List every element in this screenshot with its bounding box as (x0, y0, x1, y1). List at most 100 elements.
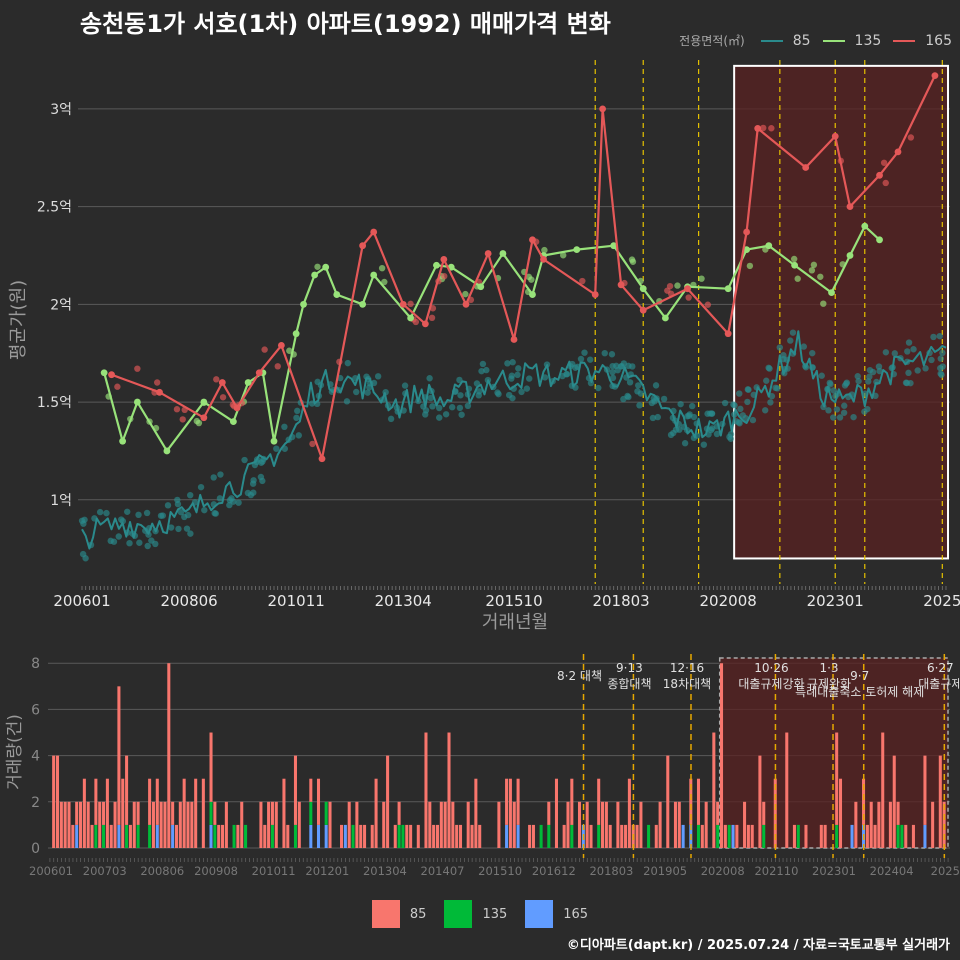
volume-bar-165 (117, 824, 121, 848)
transaction-point-165 (173, 406, 181, 413)
volume-bar-85 (773, 778, 777, 848)
volume-bar-135 (900, 824, 904, 848)
transaction-point-85 (634, 388, 641, 395)
volume-bar-165 (309, 824, 313, 848)
series-point-165 (399, 300, 407, 308)
top-x-tick-label: 202008 (700, 592, 757, 610)
transaction-point-85 (624, 392, 631, 400)
series-point-135 (433, 261, 440, 269)
series-point-135 (529, 291, 536, 298)
transaction-point-85 (458, 411, 465, 418)
transaction-point-85 (767, 399, 774, 406)
volume-bar-165 (923, 824, 927, 848)
transaction-point-165 (428, 314, 436, 322)
volume-bar-85 (174, 824, 179, 848)
volume-bar-85 (240, 801, 244, 848)
volume-bar-85 (151, 801, 155, 848)
volume-bar-85 (654, 824, 658, 848)
transaction-point-85 (939, 349, 946, 357)
transaction-point-85 (928, 356, 935, 364)
volume-bar-135 (547, 824, 551, 848)
series-point-165 (591, 291, 599, 298)
bottom-y-tick-label: 2 (31, 795, 40, 811)
volume-bar-85 (182, 778, 186, 848)
series-point-165 (894, 148, 902, 156)
transaction-point-135 (560, 252, 567, 259)
transaction-point-85 (295, 432, 302, 439)
transaction-point-165 (274, 363, 281, 370)
top-y-tick-label: 2.5억 (37, 200, 72, 216)
volume-bar-85 (439, 801, 443, 848)
volume-bar-85 (435, 824, 440, 848)
volume-bar-165 (850, 824, 854, 848)
volume-bar-165 (324, 824, 328, 848)
volume-bar-165 (516, 824, 520, 848)
volume-bar-85 (673, 801, 677, 848)
volume-bar-85 (570, 778, 574, 825)
series-line-135 (103, 225, 881, 452)
volume-bar-85 (888, 801, 892, 848)
volume-bar-135 (136, 824, 140, 848)
series-point-135 (200, 398, 208, 406)
transaction-point-85 (905, 369, 912, 377)
series-point-135 (407, 314, 415, 322)
series-point-135 (499, 250, 507, 257)
volume-bar-85 (209, 732, 213, 802)
volume-bar-85 (835, 732, 839, 825)
series-point-165 (462, 300, 470, 308)
highlight-region (733, 64, 950, 560)
volume-bar-85 (121, 778, 125, 848)
transaction-point-85 (135, 511, 142, 519)
volume-bar-85 (823, 824, 827, 848)
bottom-x-tick-label: 200601 (29, 864, 73, 878)
volume-bar-85 (666, 755, 670, 848)
transaction-point-85 (652, 382, 660, 389)
volume-bar-85 (90, 824, 94, 848)
policy-annotation: 대출규제강화 (738, 677, 804, 691)
volume-bar-85 (597, 778, 601, 825)
volume-bar-85 (270, 801, 274, 825)
bottom-x-tick-label: 201201 (305, 864, 349, 878)
transaction-point-85 (636, 402, 643, 409)
volume-bar-85 (512, 801, 516, 848)
volume-bar-85 (221, 824, 225, 848)
transaction-point-85 (281, 423, 288, 431)
volume-bar-85 (620, 824, 624, 848)
volume-bar-85 (700, 824, 704, 848)
volume-bar-135 (896, 824, 900, 848)
policy-annotation: 1·3 (819, 661, 838, 675)
transaction-point-85 (401, 382, 409, 389)
transaction-point-85 (830, 414, 837, 421)
volume-bar-135 (270, 824, 274, 848)
volume-bar-135 (401, 824, 405, 848)
volume-bar-85 (931, 801, 935, 848)
transaction-point-85 (509, 359, 516, 366)
transaction-point-85 (800, 343, 807, 350)
transaction-point-165 (309, 440, 316, 448)
transaction-point-85 (713, 430, 721, 438)
volume-bar-135 (835, 824, 839, 848)
bottom-x-tick-label: 200703 (83, 864, 127, 878)
volume-bar-85 (577, 801, 582, 848)
transaction-point-85 (744, 398, 751, 406)
volume-bar-85 (86, 801, 90, 848)
top-x-tick-label: 2025 (923, 592, 960, 610)
bar-legend-swatch-165 (525, 900, 554, 928)
volume-bar-85 (52, 755, 56, 848)
volume-bar-85 (186, 801, 190, 848)
volume-bar-165 (155, 824, 159, 848)
volume-bar-85 (635, 824, 639, 848)
bar-legend-swatch-85 (371, 900, 400, 928)
volume-bar-85 (393, 824, 397, 848)
series-point-135 (359, 300, 367, 308)
transaction-point-135 (790, 255, 798, 263)
volume-bar-135 (351, 824, 355, 848)
transaction-point-85 (869, 368, 877, 376)
volume-bar-165 (75, 824, 79, 848)
transaction-point-85 (157, 512, 165, 519)
transaction-point-85 (608, 351, 616, 358)
transaction-point-85 (762, 407, 769, 414)
volume-bar-85 (286, 824, 290, 848)
volume-bar-85 (236, 824, 240, 848)
transaction-point-85 (721, 399, 729, 407)
